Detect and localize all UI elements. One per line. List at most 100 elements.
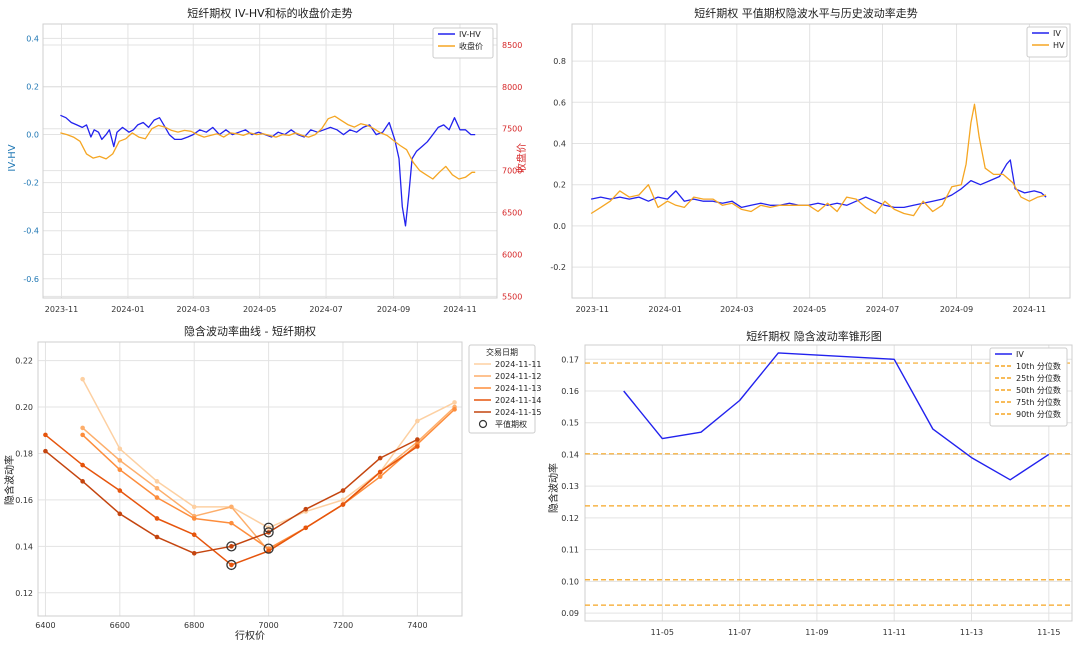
y-tick-label: 0.6 xyxy=(553,98,566,107)
legend-box xyxy=(1026,26,1068,58)
y-axis-label: 隐含波动率 xyxy=(3,455,16,505)
legend-label: 10th 分位数 xyxy=(1016,361,1061,371)
legend-label: HV xyxy=(1053,41,1065,50)
data-point xyxy=(117,511,123,517)
panel-iv-hv-close: 短纤期权 IV-HV和标的收盘价走势 IV-HV 收盘价 2023-11 2024… xyxy=(7,6,528,314)
legend-label: 收盘价 xyxy=(459,41,483,51)
legend-marker xyxy=(478,419,488,429)
legend-box xyxy=(432,27,494,59)
panel-iv-smile: 隐含波动率曲线 - 短纤期权 行权价 隐含波动率 6400 6600 6800 700… xyxy=(3,324,542,642)
data-point xyxy=(415,418,420,424)
data-point xyxy=(80,425,85,431)
atm-marker xyxy=(263,522,274,533)
x-tick-label: 7200 xyxy=(333,621,353,630)
y-tick-label: 0.12 xyxy=(15,589,33,598)
legend-box xyxy=(468,344,536,434)
x-tick-label: 2024-01 xyxy=(648,305,681,314)
plot-frame xyxy=(571,23,1071,299)
legend-box xyxy=(989,347,1068,427)
data-point xyxy=(340,502,346,507)
data-point xyxy=(154,516,160,521)
data-point xyxy=(415,437,420,442)
y-tick-label: 0.14 xyxy=(561,450,579,459)
y-tick-label: 0.2 xyxy=(553,181,566,190)
panel-iv-cone: 短纤期权 隐含波动率锥形图 隐含波动率 11-05 11-07 11-09 11-11… xyxy=(547,329,1073,637)
legend-label: 平值期权 xyxy=(495,419,527,429)
data-point xyxy=(340,488,346,493)
x-tick-label: 2024-01 xyxy=(111,305,144,314)
atm-marker xyxy=(226,559,237,571)
data-point xyxy=(452,400,457,405)
y-tick-label: -0.2 xyxy=(550,263,566,272)
legend-label: 25th 分位数 xyxy=(1016,373,1061,383)
y2-tick-label: 8000 xyxy=(502,83,522,92)
atm-marker xyxy=(263,527,274,538)
data-point xyxy=(303,525,309,531)
data-point xyxy=(191,504,197,510)
data-point xyxy=(340,497,346,503)
x-tick-label: 2024-09 xyxy=(940,305,973,314)
series-iv xyxy=(590,159,1047,209)
y-tick-label: 0.18 xyxy=(15,449,33,458)
data-point xyxy=(117,446,123,452)
data-point xyxy=(117,467,123,473)
y-axis-label-left: IV-HV xyxy=(7,144,18,171)
data-point xyxy=(452,407,457,412)
x-tick-label: 2024-03 xyxy=(177,305,210,314)
x-tick-label: 11-11 xyxy=(883,628,906,637)
series-close-price xyxy=(60,115,476,180)
x-tick-label: 2023-11 xyxy=(576,305,609,314)
y-tick-label: -0.2 xyxy=(23,179,39,188)
x-tick-label: 2024-05 xyxy=(243,305,276,314)
plot-frame xyxy=(37,341,463,617)
x-tick-label: 11-09 xyxy=(805,628,828,637)
y-tick-label: 0.4 xyxy=(26,34,39,43)
legend-label: IV-HV xyxy=(459,30,481,39)
x-tick-label: 7400 xyxy=(407,621,427,630)
chart-title: 短纤期权 隐含波动率锥形图 xyxy=(746,329,882,343)
data-point xyxy=(43,448,48,454)
data-point xyxy=(229,504,234,510)
y-tick-label: 0.10 xyxy=(561,577,579,586)
data-point xyxy=(154,534,160,540)
chart-title: 短纤期权 IV-HV和标的收盘价走势 xyxy=(187,6,352,20)
legend-label: IV xyxy=(1016,350,1024,359)
y-tick-label: 0.22 xyxy=(15,357,33,366)
y-axis-label: 隐含波动率 xyxy=(547,463,560,513)
legend-label: 2024-11-13 xyxy=(495,384,542,393)
data-point xyxy=(191,551,197,556)
x-tick-label: 2024-11 xyxy=(443,305,476,314)
data-point xyxy=(229,520,234,526)
data-point xyxy=(415,444,420,449)
data-point xyxy=(377,455,383,461)
x-tick-label: 11-13 xyxy=(960,628,983,637)
data-point xyxy=(117,458,123,463)
data-point xyxy=(191,516,197,521)
data-point xyxy=(43,432,48,438)
y2-tick-label: 6000 xyxy=(502,250,522,259)
y2-tick-label: 6500 xyxy=(502,209,522,218)
chart-title: 隐含波动率曲线 - 短纤期权 xyxy=(184,324,316,338)
data-point xyxy=(229,562,234,568)
data-point xyxy=(80,432,85,438)
series-hv xyxy=(590,103,1047,217)
data-point xyxy=(377,474,383,479)
data-point xyxy=(266,548,271,554)
x-tick-label: 2024-11 xyxy=(1013,305,1046,314)
y2-tick-label: 7500 xyxy=(502,125,522,134)
y-tick-label: 0.12 xyxy=(561,514,579,523)
y-tick-label: -0.6 xyxy=(23,275,39,284)
legend-label: 90th 分位数 xyxy=(1016,409,1061,419)
legend-label: 2024-11-14 xyxy=(495,396,542,405)
y-tick-label: 0.16 xyxy=(15,496,33,505)
legend-title: 交易日期 xyxy=(486,347,518,357)
y2-tick-label: 5500 xyxy=(502,292,522,301)
y2-tick-label: 7000 xyxy=(502,167,522,176)
x-tick-label: 2024-07 xyxy=(309,305,342,314)
y-tick-label: -0.4 xyxy=(23,227,39,236)
data-point xyxy=(154,485,160,491)
x-tick-label: 2024-03 xyxy=(720,305,753,314)
data-point xyxy=(229,544,234,549)
legend-label: IV xyxy=(1053,29,1061,38)
